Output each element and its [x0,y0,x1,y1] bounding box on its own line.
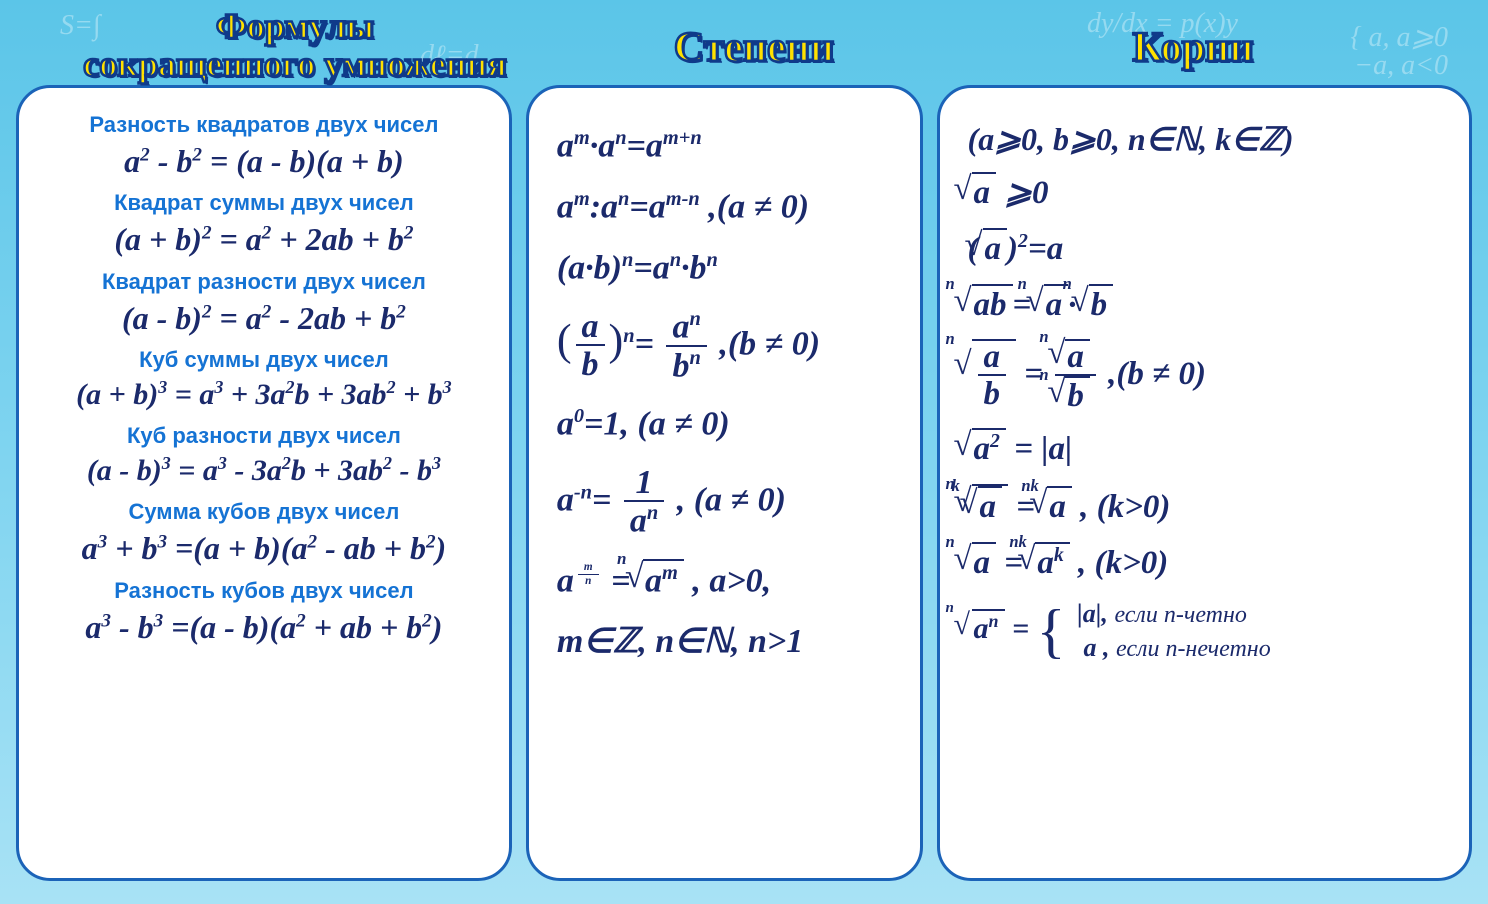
pow-frac-cond: ,(b ≠ 0) [719,326,820,363]
f-diff-square: (a - b)2 = a2 - 2ab + b2 [33,299,495,337]
title-col3: Корни [958,8,1428,85]
case-even: если n-четно [1114,602,1246,628]
pow-neg: a-n= 1an , (a ≠ 0) [557,466,906,540]
root-quot: n√ab = n√a n√b ,(b ≠ 0) [968,339,1455,414]
pow-neg-cond: , (a ≠ 0) [677,481,786,518]
f-diff-squares: a2 - b2 = (a - b)(a + b) [33,142,495,180]
pow-rational: amn = n√am , a>0, [557,559,906,602]
pow-zero: a0=1, (a ≠ 0) [557,404,906,445]
root-prod: n√ab= n√a· n√b [968,284,1455,326]
f-sum-cube: (a + b)3 = a3 + 3a2b + 3ab2 + b3 [33,377,495,413]
sub2: Квадрат суммы двух чисел [33,190,495,216]
f-diff-cube: (a - b)3 = a3 - 3a2b + 3ab2 - b3 [33,453,495,489]
panel-roots: (a⩾0, b⩾0, n∈ℕ, k∈ℤ) √a ⩾0 (√a)2=a n√ab=… [937,85,1472,881]
pow-quotient: am:an=am-n ,(a ≠ 0) [557,187,906,228]
sub4: Куб суммы двух чисел [33,347,495,373]
root-abs: √a2 = |a| [968,428,1455,470]
sub7: Разность кубов двух чисел [33,578,495,604]
sub1: Разность квадратов двух чисел [33,112,495,138]
root-nested-cond: , (k>0) [1080,489,1170,525]
pow-rational-line2: m∈ℤ, n∈ℕ, n>1 [557,622,906,663]
pow-rational-cond: , a>0, [692,563,771,600]
panel-multiplication-formulas: Разность квадратов двух чисел a2 - b2 = … [16,85,512,881]
pow-quotient-cond: ,(a ≠ 0) [708,188,809,225]
f-sum-square: (a + b)2 = a2 + 2ab + b2 [33,220,495,258]
title-col1-line2: сокращенного умножения [40,46,550,84]
root-power-cond: , (k>0) [1078,545,1168,581]
panel-powers: am·an=am+n am:an=am-n ,(a ≠ 0) (a·b)n=an… [526,85,923,881]
root-power: n√a = nk√ak , (k>0) [968,542,1455,584]
root-sq: (√a)2=a [968,228,1455,270]
pow-product: am·an=am+n [557,126,906,167]
root-cases: n√an = { |a|, если n-четно a , если n-не… [968,597,1455,665]
f-diff-cubes: a3 - b3 =(a - b)(a2 + ab + b2) [33,608,495,646]
root-header: (a⩾0, b⩾0, n∈ℕ, k∈ℤ) [968,120,1455,158]
root-quot-cond: ,(b ≠ 0) [1108,356,1206,392]
root-nested: n√k√a = nk√a , (k>0) [968,484,1455,528]
title-col1: Формулы сокращенного умножения [40,8,550,85]
pow-prod-base: (a·b)n=an·bn [557,248,906,289]
case-odd: если n-нечетно [1116,636,1271,662]
pow-frac: (ab)n= anbn ,(b ≠ 0) [557,309,906,384]
title-col2: Степени [564,8,944,85]
title-col1-line1: Формулы [40,8,550,46]
sub3: Квадрат разности двух чисел [33,269,495,295]
sub6: Сумма кубов двух чисел [33,499,495,525]
sub5: Куб разности двух чисел [33,423,495,449]
f-sum-cubes: a3 + b3 =(a + b)(a2 - ab + b2) [33,529,495,567]
root-nonneg: √a ⩾0 [968,172,1455,214]
